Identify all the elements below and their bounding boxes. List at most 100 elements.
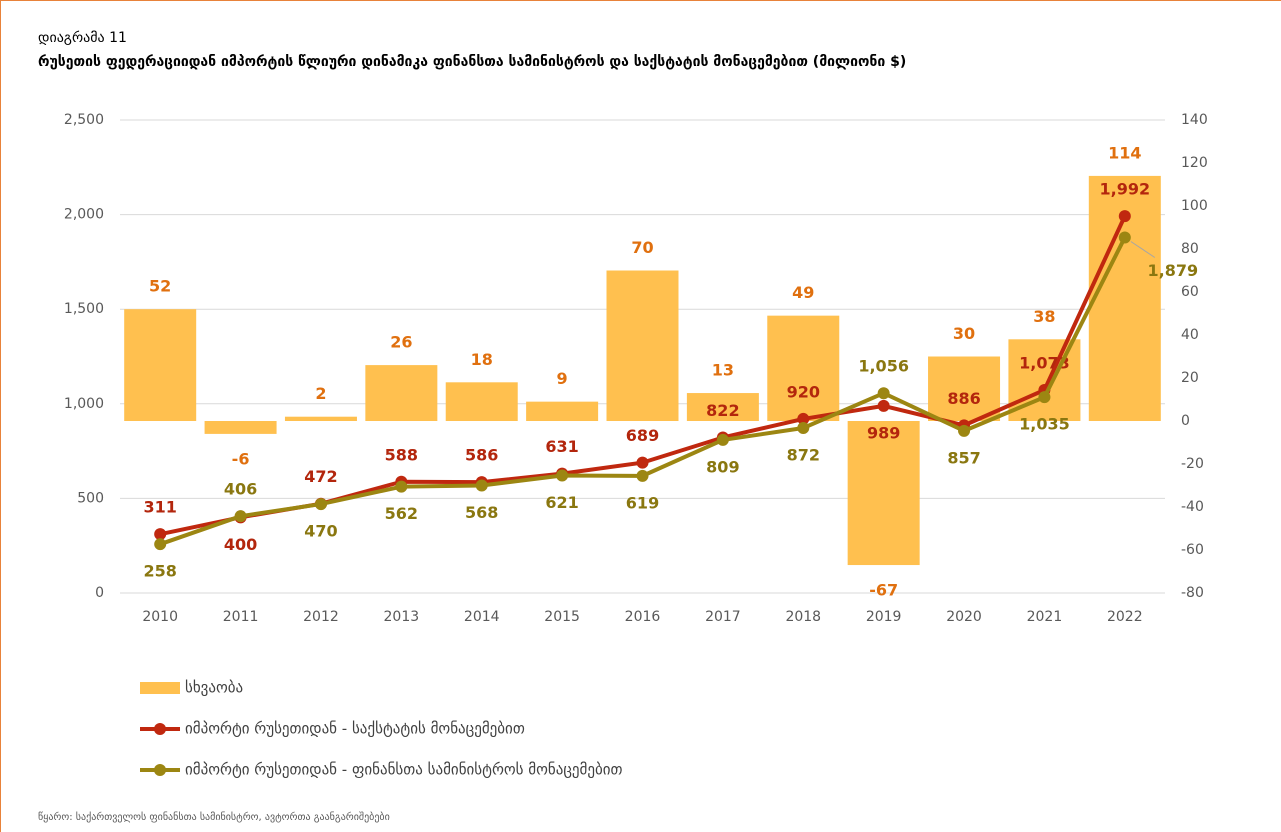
bar-value-label: -67 — [869, 581, 898, 600]
line-value-label: 406 — [224, 480, 257, 499]
bar-value-label: 13 — [712, 361, 734, 380]
bar — [686, 393, 759, 421]
bar-value-label: -6 — [232, 449, 250, 468]
y2-tick-label: -20 — [1181, 456, 1204, 472]
y2-tick-label: 0 — [1181, 413, 1190, 429]
line-point — [234, 510, 247, 523]
x-tick-label: 2017 — [705, 609, 741, 625]
y-tick-label: 1,500 — [64, 301, 104, 317]
line-point — [1118, 210, 1131, 223]
bar — [847, 421, 920, 566]
line-value-label: 472 — [304, 467, 337, 486]
y-tick-label: 500 — [77, 490, 104, 506]
bar — [365, 365, 438, 421]
line-value-label: 1,992 — [1100, 180, 1151, 199]
line-point — [636, 469, 649, 482]
line-value-label: 872 — [787, 446, 820, 465]
y2-tick-label: 20 — [1181, 370, 1199, 386]
bar — [445, 382, 518, 421]
line-value-label: 568 — [465, 503, 498, 522]
y2-tick-label: 100 — [1181, 198, 1208, 214]
legend-swatch — [140, 682, 180, 694]
x-tick-label: 2016 — [625, 609, 661, 625]
line-value-label: 822 — [706, 401, 739, 420]
legend-swatch-point — [154, 764, 166, 776]
bar-value-label: 70 — [631, 238, 653, 257]
legend-swatch-point — [154, 723, 166, 735]
line-point — [877, 399, 890, 412]
y2-tick-label: 40 — [1181, 327, 1199, 343]
y2-tick-label: 80 — [1181, 241, 1199, 257]
bar-value-label: 26 — [390, 333, 412, 352]
bar-value-label: 49 — [792, 283, 814, 302]
bar-value-label: 2 — [315, 384, 326, 403]
line-point — [556, 469, 569, 482]
chart-subtitle: დიაგრამა 11 — [38, 29, 127, 46]
line-value-label: 886 — [947, 389, 980, 408]
line-value-label: 857 — [947, 448, 980, 467]
x-tick-label: 2022 — [1107, 609, 1143, 625]
line-value-label: 989 — [867, 423, 900, 442]
line-point — [636, 456, 649, 469]
x-tick-label: 2019 — [866, 609, 902, 625]
bar-value-label: 114 — [1108, 143, 1141, 162]
y2-tick-label: 140 — [1181, 112, 1208, 128]
line-value-label: 920 — [787, 382, 820, 401]
line-point — [797, 412, 810, 425]
bar-value-label: 18 — [471, 350, 493, 369]
y2-tick-label: 120 — [1181, 155, 1208, 171]
x-tick-label: 2010 — [142, 609, 178, 625]
line-value-label: 400 — [224, 535, 257, 554]
line-value-label: 470 — [304, 522, 337, 541]
line-value-label: 586 — [465, 446, 498, 465]
line-value-label: 621 — [545, 493, 578, 512]
line-point — [1038, 391, 1051, 404]
legend-label: იმპორტი რუსეთიდან - საქსტატის მონაცემები… — [185, 720, 525, 738]
x-tick-label: 2015 — [544, 609, 580, 625]
bar — [606, 270, 679, 421]
line-value-label: 311 — [143, 498, 176, 517]
x-tick-label: 2012 — [303, 609, 339, 625]
bar-value-label: 30 — [953, 324, 975, 343]
leader-line — [1130, 241, 1156, 258]
line-value-label: 1,879 — [1148, 261, 1199, 280]
y2-tick-label: -60 — [1181, 542, 1204, 558]
bar — [767, 315, 840, 421]
x-tick-label: 2011 — [223, 609, 259, 625]
legend-label: სხვაობა — [185, 679, 243, 697]
line-point — [314, 498, 327, 511]
bar-value-label: 52 — [149, 277, 171, 296]
y-tick-label: 2,500 — [64, 112, 104, 128]
x-tick-label: 2014 — [464, 609, 500, 625]
line-value-label: 1,035 — [1019, 415, 1070, 434]
y2-tick-label: -80 — [1181, 585, 1204, 601]
y-tick-label: 0 — [95, 585, 104, 601]
x-tick-label: 2013 — [384, 609, 420, 625]
bar — [526, 401, 599, 421]
bar — [284, 416, 357, 421]
y2-tick-label: -40 — [1181, 499, 1204, 515]
y-tick-label: 2,000 — [64, 207, 104, 223]
line-value-label: 689 — [626, 426, 659, 445]
chart-title: რუსეთის ფედერაციიდან იმპორტის წლიური დინ… — [38, 54, 906, 70]
line-value-label: 258 — [143, 562, 176, 581]
bar — [928, 356, 1001, 421]
line-value-label: 562 — [385, 504, 418, 523]
line-value-label: 619 — [626, 493, 659, 512]
bar-value-label: 9 — [557, 369, 568, 388]
y2-tick-label: 60 — [1181, 284, 1199, 300]
legend-label: იმპორტი რუსეთიდან - ფინანსთა სამინისტროს… — [185, 761, 623, 779]
line-point — [475, 479, 488, 492]
line-point — [395, 480, 408, 493]
bar — [204, 421, 277, 434]
line-value-label: 809 — [706, 457, 739, 476]
line-point — [877, 387, 890, 400]
line-value-label: 588 — [385, 445, 418, 464]
bar-value-label: 38 — [1033, 307, 1055, 326]
line-point — [154, 528, 167, 541]
line-point — [958, 424, 971, 437]
line-value-label: 1,056 — [858, 357, 909, 376]
x-tick-label: 2021 — [1027, 609, 1063, 625]
